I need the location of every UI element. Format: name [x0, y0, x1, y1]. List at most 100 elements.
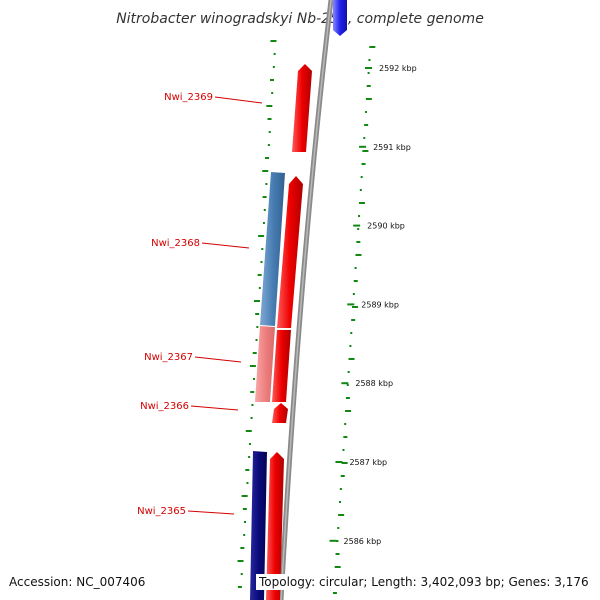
- gc-mark: [343, 436, 348, 438]
- gc-mark: [363, 137, 366, 139]
- gc-mark: [352, 293, 355, 295]
- gc-mark: [349, 345, 352, 347]
- gc-mark: [356, 241, 361, 243]
- feature-reverse-nwi-2368[interactable]: [260, 172, 285, 326]
- scale-tick-mark: [341, 382, 349, 385]
- gc-mark: [255, 339, 258, 341]
- gc-mark: [361, 163, 366, 165]
- gene-label[interactable]: Nwi_2366: [140, 401, 189, 412]
- scale-tick-mark: [335, 461, 343, 463]
- feature-forward-nwi-2365[interactable]: [266, 452, 284, 600]
- gc-mark: [250, 417, 253, 419]
- gc-mark: [354, 267, 357, 269]
- gc-mark: [245, 469, 250, 471]
- gc-mark: [347, 371, 350, 373]
- gc-mark: [253, 378, 256, 380]
- gc-mark: [271, 92, 274, 94]
- gc-mark: [365, 111, 367, 113]
- gc-mark: [240, 547, 245, 549]
- scale-tick-mark: [359, 145, 367, 148]
- gc-mark: [340, 475, 345, 477]
- gc-mark: [359, 189, 362, 191]
- gc-mark: [265, 157, 270, 159]
- gc-mark: [362, 150, 369, 152]
- feature-forward-nwi-2366[interactable]: [272, 403, 288, 423]
- gc-mark: [261, 248, 264, 250]
- gc-mark: [367, 72, 370, 74]
- gc-mark: [339, 501, 341, 503]
- gc-mark: [352, 306, 358, 308]
- gc-mark: [262, 196, 267, 198]
- gc-mark: [237, 586, 242, 588]
- gc-mark: [338, 514, 345, 516]
- gc-mark: [272, 66, 275, 68]
- genome-backbone-inner: [280, 0, 332, 600]
- feature-forward-nwi-2367[interactable]: [272, 330, 291, 402]
- gc-mark: [266, 105, 273, 107]
- gc-mark: [270, 40, 277, 42]
- scale-tick-label: 2590 kbp: [367, 222, 405, 231]
- gc-mark: [368, 59, 371, 61]
- gc-track-left: [237, 40, 277, 588]
- gc-mark: [248, 456, 251, 458]
- feature-forward-nwi-2369[interactable]: [292, 64, 312, 152]
- gene-leader-line: [187, 510, 235, 515]
- feature-reverse-nwi-2365[interactable]: [250, 451, 267, 600]
- scale-tick-mark: [365, 67, 372, 69]
- scale-tick-label: 2591 kbp: [373, 143, 411, 152]
- gene-label[interactable]: Nwi_2365: [137, 506, 186, 517]
- gc-mark: [358, 202, 365, 204]
- scale-tick-mark: [329, 539, 337, 542]
- gc-mark: [263, 209, 266, 211]
- gc-mark: [240, 573, 243, 575]
- gc-mark: [334, 566, 341, 568]
- gc-mark: [243, 534, 246, 536]
- scale-ticks: 2592 kbp 2591 kbp 2590 kbp 2589 kbp 2588 kbp…: [329, 64, 417, 546]
- gc-track-right: [332, 46, 376, 594]
- gc-mark: [254, 300, 260, 302]
- gc-mark: [269, 79, 274, 81]
- feature-reverse-nwi-2367[interactable]: [255, 326, 275, 402]
- gc-mark: [258, 235, 265, 237]
- gc-mark: [257, 274, 262, 276]
- gc-mark: [337, 527, 340, 529]
- gc-mark: [267, 144, 270, 146]
- gc-mark: [355, 254, 362, 256]
- gc-mark: [346, 384, 349, 386]
- gc-mark: [345, 410, 352, 412]
- gene-leader-line: [194, 356, 242, 363]
- gene-label[interactable]: Nwi_2368: [151, 238, 200, 249]
- top-blue-feature[interactable]: [333, 0, 347, 36]
- gc-mark: [262, 222, 265, 224]
- map-title: Nitrobacter winogradskyi Nb-255, complet…: [116, 11, 484, 27]
- gene-label[interactable]: Nwi_2367: [144, 352, 193, 363]
- gc-mark: [369, 46, 376, 48]
- accession-text: Accession: NC_007406: [6, 574, 149, 590]
- gc-mark: [245, 430, 252, 432]
- gc-mark: [339, 488, 342, 490]
- gc-mark: [251, 404, 254, 406]
- gc-mark: [348, 358, 355, 360]
- gc-mark: [250, 391, 255, 393]
- gc-mark: [260, 261, 263, 263]
- scale-tick-mark: [347, 303, 355, 306]
- gene-leader-line: [190, 405, 239, 411]
- gc-mark: [244, 521, 247, 523]
- gc-mark: [265, 183, 268, 185]
- topology-text: Topology: circular; Length: 3,402,093 bp…: [256, 574, 592, 590]
- gc-mark: [344, 423, 347, 425]
- gc-mark: [360, 176, 363, 178]
- gc-mark: [366, 85, 371, 87]
- scale-tick-label: 2588 kbp: [355, 379, 393, 388]
- scale-tick-label: 2589 kbp: [361, 300, 399, 309]
- gene-label[interactable]: Nwi_2369: [164, 92, 213, 103]
- feature-forward-nwi-2368[interactable]: [277, 176, 303, 328]
- gc-mark: [341, 462, 348, 464]
- gc-mark: [268, 131, 271, 133]
- gene-labels: Nwi_2369 Nwi_2368 Nwi_2367 Nwi_2366 Nwi_2365: [137, 92, 263, 517]
- scale-tick-label: 2592 kbp: [379, 64, 417, 73]
- gc-mark: [255, 313, 260, 315]
- gc-mark: [273, 53, 276, 55]
- gc-mark: [241, 495, 248, 497]
